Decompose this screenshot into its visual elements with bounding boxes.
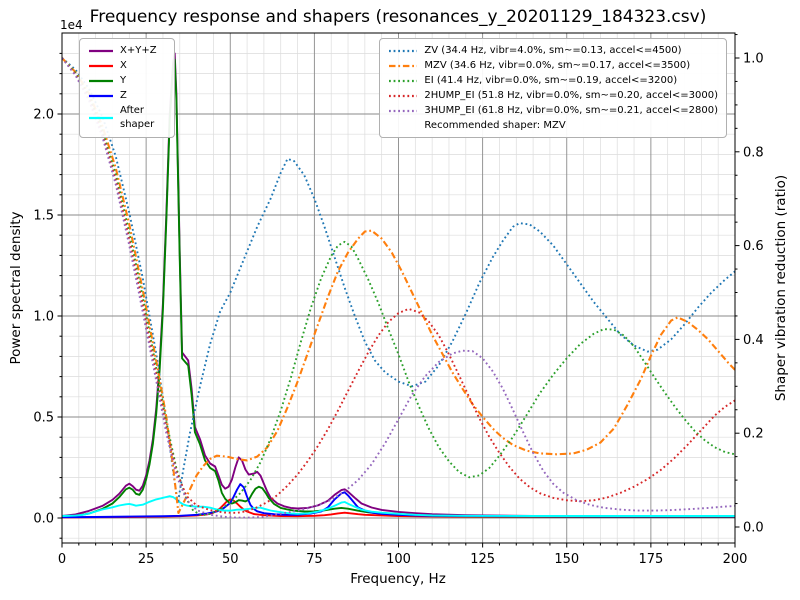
left-y-tick-label: 0.5 — [33, 411, 54, 426]
curve-psd-after-shaper — [62, 495, 735, 517]
curves — [62, 52, 735, 519]
right-y-tick-label: 0.6 — [743, 239, 764, 254]
left-y-tick-label: 1.0 — [33, 310, 54, 325]
legend-item: MZV (34.6 Hz, vibr=0.0%, sm~=0.17, accel… — [388, 59, 718, 73]
legend-shapers: ZV (34.4 Hz, vibr=4.0%, sm~=0.13, accel<… — [379, 38, 727, 138]
left-y-tick-label: 1.5 — [33, 209, 54, 224]
x-tick-label: 0 — [58, 552, 66, 567]
legend-psd: X+Y+Z X Y Z After shaper — [79, 38, 175, 138]
legend-swatch-line — [389, 94, 418, 98]
legend-swatch-line — [89, 94, 113, 98]
x-tick-label: 100 — [386, 552, 411, 567]
curve-psd-y — [62, 58, 735, 518]
legend-item-label: 2HUMP_EI (51.8 Hz, vibr=0.0%, sm~=0.20, … — [424, 90, 718, 101]
legend-item-label: EI (41.4 Hz, vibr=0.0%, sm~=0.19, accel<… — [424, 75, 678, 86]
legend-item-label: After shaper — [120, 105, 155, 130]
right-y-tick-label: 0.2 — [743, 427, 764, 442]
x-tick-label: 125 — [470, 552, 495, 567]
legend-item: Z — [88, 89, 166, 103]
x-tick-label: 175 — [638, 552, 663, 567]
legend-item-label: MZV (34.6 Hz, vibr=0.0%, sm~=0.17, accel… — [424, 60, 691, 71]
legend-item: X+Y+Z — [88, 44, 166, 58]
legend-item: EI (41.4 Hz, vibr=0.0%, sm~=0.19, accel<… — [388, 74, 718, 88]
axis-ticks — [57, 34, 740, 548]
tick-labels: 0 25 50 75 100 125 150 175 200 0.0 0.5 1.0 1.5 2.0 0.0… — [33, 52, 763, 568]
right-y-tick-label: 0.8 — [743, 145, 764, 160]
legend-swatch-line — [389, 109, 418, 113]
x-tick-label: 25 — [138, 552, 155, 567]
x-axis-label: Frequency, Hz — [350, 571, 446, 587]
left-y-axis-label: Power spectral density — [8, 211, 24, 365]
legend-item-label: 3HUMP_EI (61.8 Hz, vibr=0.0%, sm~=0.21, … — [424, 105, 718, 116]
recommended-shaper-text: Recommended shaper: MZV — [424, 120, 566, 131]
right-y-axis-label: Shaper vibration reduction (ratio) — [773, 174, 789, 402]
right-y-tick-label: 0.4 — [743, 333, 764, 348]
legend-swatch-line — [389, 79, 418, 83]
legend-item: 3HUMP_EI (61.8 Hz, vibr=0.0%, sm~=0.21, … — [388, 104, 718, 118]
legend-item: Y — [88, 74, 166, 88]
curve-shaper-mzv — [62, 57, 735, 514]
legend-item: X — [88, 59, 166, 73]
legend-swatch-line — [89, 49, 113, 53]
right-y-tick-label: 0.0 — [743, 521, 764, 536]
x-tick-label: 150 — [554, 552, 579, 567]
y-axis-offset-text: 1e4 — [60, 18, 83, 32]
legend-item-label: X+Y+Z — [120, 45, 157, 56]
legend-swatch-line — [389, 49, 418, 53]
x-tick-label: 50 — [222, 552, 239, 567]
legend-item: 2HUMP_EI (51.8 Hz, vibr=0.0%, sm~=0.20, … — [388, 89, 718, 103]
legend-item-label: X — [120, 60, 127, 71]
x-tick-label: 200 — [723, 552, 748, 567]
legend-item-label: Y — [120, 75, 127, 86]
legend-item-label: ZV (34.4 Hz, vibr=4.0%, sm~=0.13, accel<… — [424, 45, 682, 56]
left-y-tick-label: 0.0 — [33, 512, 54, 527]
x-tick-label: 75 — [306, 552, 323, 567]
legend-item: ZV (34.4 Hz, vibr=4.0%, sm~=0.13, accel<… — [388, 44, 718, 58]
legend-swatch-line — [89, 64, 113, 68]
left-y-tick-label: 2.0 — [33, 108, 54, 123]
legend-swatch-line — [89, 79, 113, 83]
legend-swatch-line — [89, 116, 113, 120]
curve-psd-x-y-z — [62, 52, 735, 518]
legend-swatch-line — [389, 64, 418, 68]
legend-item: After shaper — [88, 104, 166, 132]
chart-title: Frequency response and shapers (resonanc… — [89, 7, 707, 27]
legend-item-label: Z — [120, 90, 127, 101]
right-y-tick-label: 1.0 — [743, 52, 764, 67]
